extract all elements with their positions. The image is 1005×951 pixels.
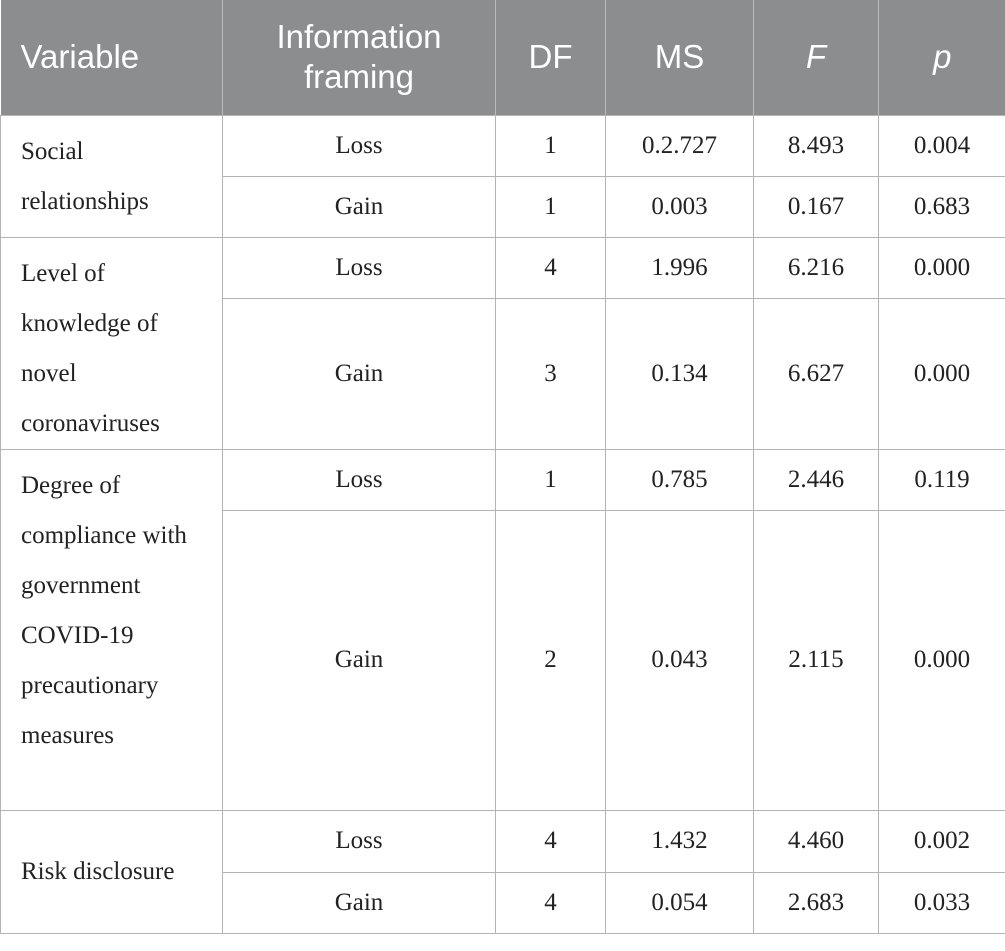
table-row: Gain 1 0.003 0.167 0.683 (1, 175, 1005, 238)
ms-cell: 0.043 (605, 509, 754, 811)
f-cell: 2.115 (753, 509, 879, 811)
framing-cell: Loss (222, 236, 496, 299)
framing-cell: Loss (222, 809, 496, 873)
table-row: Social relationships Loss 1 0.2.727 8.49… (0, 114, 1005, 238)
p-cell: 0.004 (878, 114, 1005, 177)
p-cell: 0.002 (878, 809, 1005, 873)
df-cell: 4 (495, 809, 606, 873)
p-cell: 0.000 (878, 509, 1005, 811)
table-row: Level of knowledge of novel coronaviruse… (0, 236, 1005, 450)
df-cell: 2 (495, 509, 606, 811)
table-row: Gain 2 0.043 2.115 0.000 (1, 509, 1005, 811)
framing-cell: Loss (222, 448, 496, 511)
header-variable: Variable (0, 0, 223, 115)
f-cell: 8.493 (753, 114, 879, 177)
p-cell: 0.033 (878, 871, 1005, 934)
df-cell: 1 (495, 175, 606, 238)
f-cell: 0.167 (753, 175, 879, 238)
header-p: p (878, 0, 1005, 115)
variable-compliance-degree: Degree of compliance with government COV… (0, 448, 223, 811)
f-cell: 2.446 (753, 448, 879, 511)
table-row: Degree of compliance with government COV… (0, 448, 1005, 811)
variable-knowledge-level: Level of knowledge of novel coronaviruse… (0, 236, 223, 450)
df-cell: 1 (495, 114, 606, 177)
ms-cell: 0.054 (605, 871, 754, 934)
framing-cell: Gain (222, 871, 496, 934)
df-cell: 3 (495, 297, 606, 450)
p-cell: 0.000 (878, 236, 1005, 299)
variable-risk-disclosure: Risk disclosure (0, 809, 223, 934)
f-cell: 6.216 (753, 236, 879, 299)
table-row: Gain 3 0.134 6.627 0.000 (1, 297, 1005, 450)
ms-cell: 0.2.727 (605, 114, 754, 177)
p-cell: 0.000 (878, 297, 1005, 450)
ms-cell: 0.785 (605, 448, 754, 511)
variable-social-relationships: Social relationships (0, 114, 223, 238)
header-ms: MS (605, 0, 754, 115)
framing-cell: Gain (222, 297, 496, 450)
framing-cell: Loss (222, 114, 496, 177)
header-f: F (753, 0, 879, 115)
ms-cell: 1.432 (605, 809, 754, 873)
p-cell: 0.683 (878, 175, 1005, 238)
ms-cell: 1.996 (605, 236, 754, 299)
df-cell: 4 (495, 236, 606, 299)
df-cell: 1 (495, 448, 606, 511)
ms-cell: 0.134 (605, 297, 754, 450)
ms-cell: 0.003 (605, 175, 754, 238)
framing-cell: Gain (222, 509, 496, 811)
f-cell: 4.460 (753, 809, 879, 873)
framing-cell: Gain (222, 175, 496, 238)
f-cell: 6.627 (753, 297, 879, 450)
df-cell: 4 (495, 871, 606, 934)
table-row: Risk disclosure Loss 4 1.432 4.460 0.002 (0, 809, 1005, 934)
header-df: DF (495, 0, 606, 115)
header-information-framing: Information framing (222, 0, 496, 115)
p-cell: 0.119 (878, 448, 1005, 511)
f-cell: 2.683 (753, 871, 879, 934)
header-row: Variable Information framing DF MS F p (0, 0, 1005, 115)
table-row: Gain 4 0.054 2.683 0.033 (1, 871, 1005, 934)
